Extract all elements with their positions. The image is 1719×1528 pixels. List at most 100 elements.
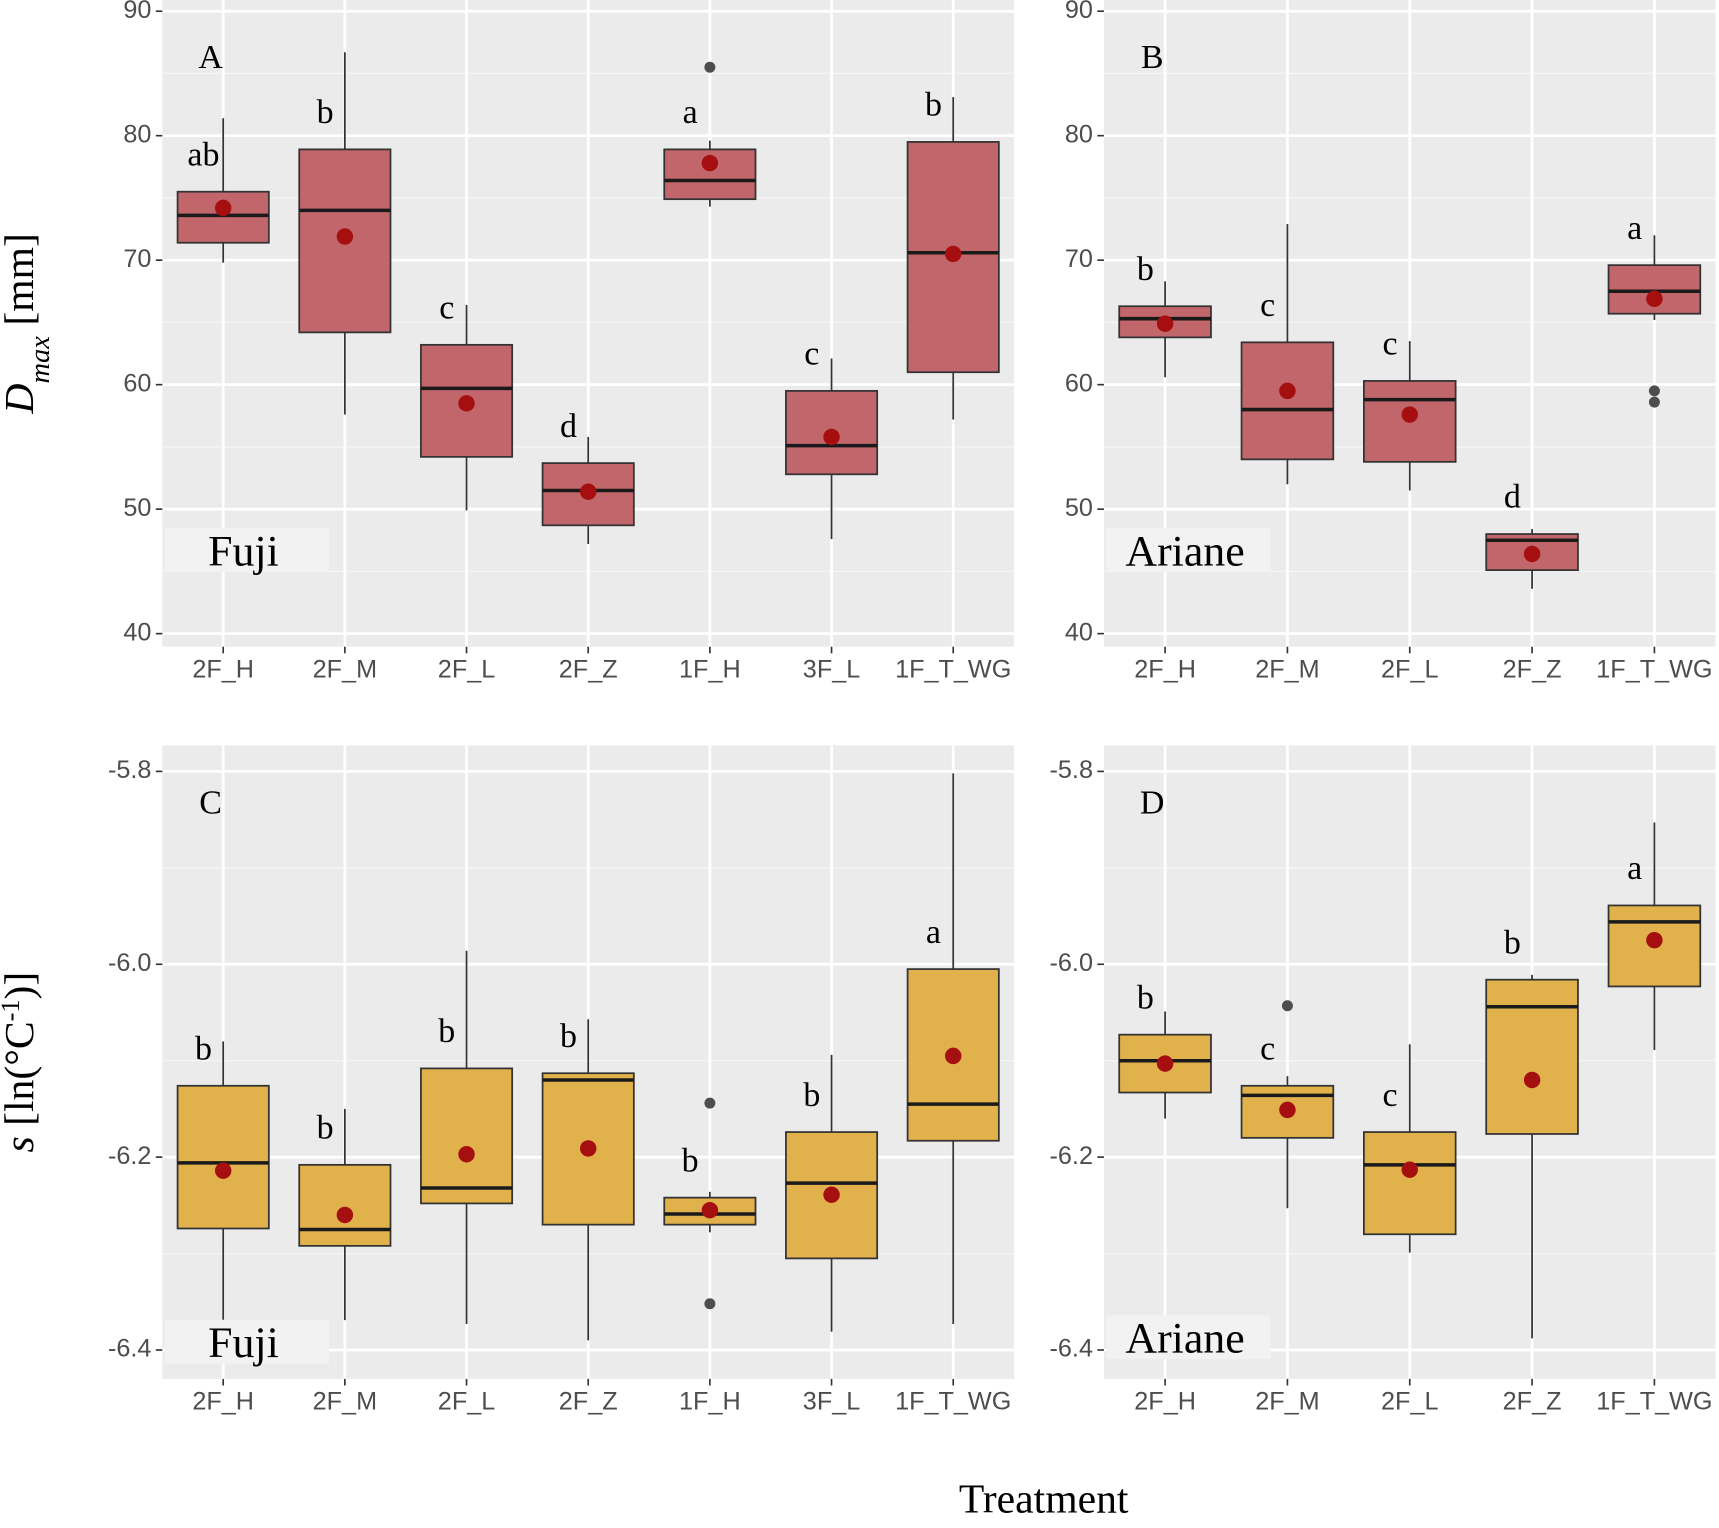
x-tick-label: 2F_M	[313, 655, 377, 683]
y-tick-label: -5.8	[108, 756, 151, 784]
panel-label: A	[198, 39, 223, 76]
x-tick-label: 1F_T_WG	[895, 1388, 1011, 1416]
cultivar-label: Ariane	[1125, 1315, 1244, 1363]
panel: -6.4 -6.2 -6.0 -5.8 2F_H 2F_M 2F_L 2F_Z 1F_T_WG b…	[1050, 745, 1716, 1416]
box	[298, 1163, 392, 1247]
x-tick-label: 1F_T_WG	[895, 655, 1011, 683]
mean-point	[579, 483, 597, 500]
y-tick-label: 40	[1065, 618, 1093, 646]
mean-point	[1523, 1071, 1541, 1089]
x-tick-label: 2F_H	[192, 1388, 254, 1416]
significance-letter: b	[1504, 924, 1521, 961]
mean-point	[1279, 382, 1296, 400]
significance-letter: b	[682, 1142, 699, 1179]
significance-letter: b	[1137, 979, 1154, 1016]
significance-letter: b	[317, 1110, 334, 1147]
mean-point	[1523, 545, 1541, 563]
y-tick-label: 60	[1065, 369, 1093, 397]
significance-letter: a	[683, 94, 698, 131]
mean-point	[1156, 1055, 1174, 1072]
significance-letter: c	[804, 336, 819, 373]
x-tick-label: 1F_H	[679, 655, 741, 683]
x-tick-label: 2F_M	[1255, 1388, 1319, 1416]
x-tick-label: 2F_H	[192, 655, 254, 683]
y-tick-label: -6.2	[108, 1142, 151, 1170]
y-tick-label: 80	[1065, 120, 1093, 148]
significance-letter: a	[1627, 210, 1642, 247]
cultivar-label: Fuji	[208, 528, 279, 576]
mean-point	[701, 154, 719, 172]
mean-point	[458, 395, 475, 412]
mean-point	[458, 1146, 475, 1163]
significance-letter: b	[317, 94, 334, 131]
mean-point	[1401, 406, 1418, 423]
panel-label: D	[1140, 784, 1165, 821]
y-tick-label: 90	[123, 0, 151, 24]
box	[176, 190, 270, 244]
x-tick-label: 3F_L	[803, 655, 860, 683]
y-tick-label: -5.8	[1050, 756, 1093, 784]
y-axis-title-part: -1	[0, 999, 25, 1021]
mean-point	[214, 1162, 232, 1179]
y-tick-label: 60	[123, 369, 151, 397]
y-tick-label: 50	[1065, 494, 1093, 522]
outlier	[1648, 396, 1660, 408]
mean-point	[823, 428, 840, 446]
significance-letter: b	[925, 87, 942, 124]
significance-letter: d	[1504, 479, 1521, 516]
x-tick-label: 2F_Z	[559, 655, 618, 683]
mean-point	[944, 1047, 962, 1065]
mean-point	[336, 1206, 354, 1224]
significance-letter: b	[803, 1077, 820, 1114]
mean-point	[579, 1140, 597, 1157]
y-axis-title-part: [ln(°C	[0, 1021, 43, 1136]
significance-letter: a	[1627, 850, 1642, 887]
box	[1240, 341, 1335, 461]
panel-label: B	[1141, 39, 1164, 76]
significance-letter: c	[1382, 326, 1397, 363]
box	[420, 1067, 514, 1205]
mean-point	[701, 1201, 719, 1219]
x-tick-label: 2F_L	[1381, 1388, 1438, 1416]
significance-letter: c	[1260, 1030, 1275, 1067]
y-tick-label: 80	[123, 120, 151, 148]
significance-letter: b	[1137, 251, 1154, 288]
significance-letter: b	[195, 1030, 212, 1067]
outlier	[704, 1298, 716, 1310]
x-tick-label: 2F_M	[313, 1388, 377, 1416]
y-tick-label: 90	[1065, 0, 1093, 24]
y-axis-title-part: s	[0, 1136, 43, 1152]
x-tick-label: 2F_H	[1134, 1388, 1196, 1416]
cultivar-box	[164, 528, 329, 573]
cultivar-label: Fuji	[208, 1319, 279, 1367]
y-tick-label: -6.0	[108, 949, 151, 977]
x-tick-label: 2F_L	[438, 1388, 495, 1416]
y-axis-title-part: D	[0, 384, 43, 415]
panel: 40 50 60 70 80 90 2F_H 2F_M 2F_L 2F_Z 1F_T_WG b c c d a…	[1065, 0, 1716, 683]
mean-point	[1401, 1161, 1418, 1178]
x-tick-label: 2F_M	[1255, 655, 1319, 683]
x-axis-title: Treatment	[959, 1477, 1129, 1523]
x-tick-label: 2F_L	[1381, 655, 1438, 683]
y-axis-title-part: [mm]	[0, 233, 43, 336]
x-tick-label: 1F_H	[679, 1388, 741, 1416]
y-tick-label: 50	[123, 494, 151, 522]
x-tick-label: 2F_L	[438, 655, 495, 683]
y-tick-label: -6.4	[108, 1335, 151, 1363]
mean-point	[336, 228, 354, 245]
panel: -6.4 -6.2 -6.0 -5.8 2F_H 2F_M 2F_L 2F_Z 1F_H 3F_L…	[0, 745, 1015, 1416]
x-tick-label: 1F_T_WG	[1596, 655, 1712, 683]
box	[176, 1084, 270, 1230]
significance-letter: b	[560, 1018, 577, 1055]
y-tick-label: 70	[123, 245, 151, 273]
cultivar-box	[1106, 528, 1271, 573]
y-tick-label: -6.0	[1050, 949, 1093, 977]
y-axis-title: s [ln(°C-1)]	[0, 972, 43, 1153]
box	[1485, 978, 1579, 1135]
significance-letter: c	[1382, 1077, 1397, 1114]
x-tick-label: 3F_L	[803, 1388, 860, 1416]
mean-point	[823, 1186, 840, 1203]
outlier	[1281, 1000, 1293, 1012]
y-axis-title-part: max	[25, 336, 56, 384]
